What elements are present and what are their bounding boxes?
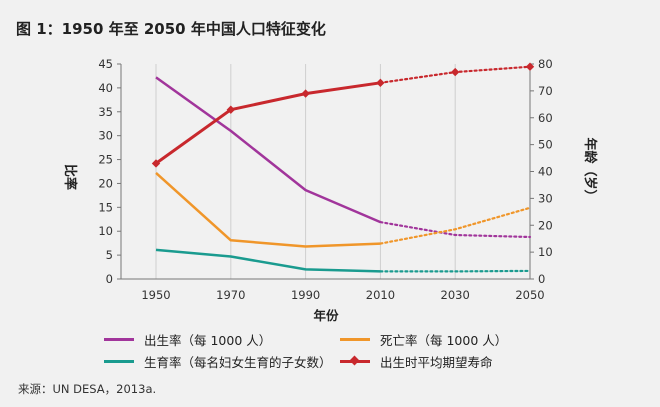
series-3-line [155,81,381,165]
series-3-point-2030 [451,67,460,77]
chart-axes: 1950 1970 1990 2010 2030 20500510152025303540… [98,57,552,302]
right-tick-0: 0 [538,272,545,286]
left-tick-5: 5 [106,248,113,262]
series-0-projection [379,221,532,239]
series-3-point-2010 [376,78,385,88]
left-axis-label: 比率 [62,164,78,190]
legend-label-birth-rate: 出生率（每 1000 人） [144,332,272,348]
left-tick-10: 10 [98,224,113,238]
legend-label-life-expectancy: 出生时平均期望寿命 [380,354,493,370]
series-1-line [155,171,381,248]
series-3-point-1950 [151,159,161,168]
x-tick-2010: 2010 [366,288,395,302]
legend-item-death-rate: 死亡率（每 1000 人） [340,331,508,348]
chart-grid [155,64,531,279]
left-tick-25: 25 [98,153,113,167]
series-0-line [155,76,381,224]
legend-swatch-birth-rate [104,331,134,347]
x-tick-1970: 1970 [216,288,245,302]
series-3-point-1970 [226,105,235,114]
left-tick-40: 40 [98,81,113,95]
series-2-projection [379,269,532,273]
series-3-point-1990 [301,89,310,98]
series-3-point-2050 [525,62,535,71]
legend-label-death-rate: 死亡率（每 1000 人） [380,332,508,348]
right-tick-60: 60 [538,111,553,125]
x-tick-2030: 2030 [441,288,470,302]
left-tick-0: 0 [106,272,113,286]
x-axis-label: 年份 [313,308,339,323]
left-tick-35: 35 [98,105,113,119]
right-tick-70: 70 [538,84,553,98]
x-tick-1950: 1950 [141,288,170,302]
source-note: 来源：UN DESA，2013a. [18,382,157,396]
right-tick-20: 20 [538,218,553,232]
chart-series [151,62,535,273]
right-tick-40: 40 [538,165,553,179]
x-tick-2050: 2050 [515,288,544,302]
page-title: 图 1：1950 年至 2050 年中国人口特征变化 [16,20,326,38]
left-tick-15: 15 [98,200,113,214]
legend-swatch-fertility-rate [104,353,134,369]
series-2-line [155,248,381,273]
x-tick-1990: 1990 [291,288,320,302]
right-tick-30: 30 [538,191,553,205]
legend-label-fertility-rate: 生育率（每名妇女生育的子女数） [144,354,332,370]
legend-item-life-expectancy: 出生时平均期望寿命 [340,353,493,370]
legend-item-birth-rate: 出生率（每 1000 人） [104,331,272,348]
left-tick-20: 20 [98,176,113,190]
legend-swatch-life-expectancy [340,353,370,369]
left-tick-45: 45 [98,57,113,71]
right-tick-80: 80 [538,57,553,71]
right-axis-label: 年龄（岁） [582,137,598,202]
series-1-projection [379,206,532,245]
left-tick-30: 30 [98,129,113,143]
legend-item-fertility-rate: 生育率（每名妇女生育的子女数） [104,353,332,370]
legend-swatch-death-rate [340,331,370,347]
right-tick-50: 50 [538,138,553,152]
right-tick-10: 10 [538,245,553,259]
